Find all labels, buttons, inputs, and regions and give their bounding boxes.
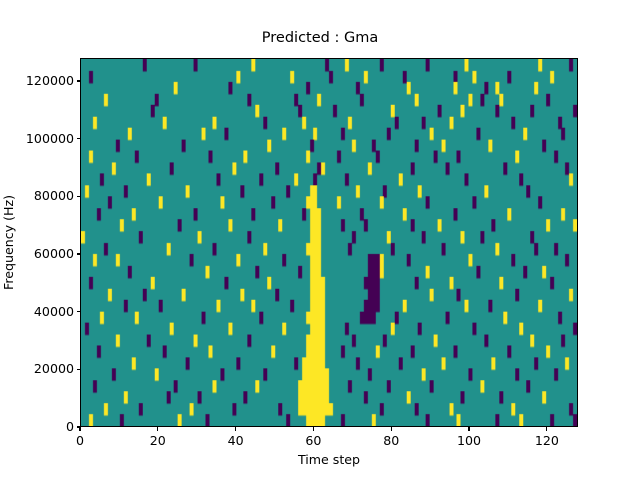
x-tick-label: 60 (305, 433, 322, 448)
chart-title: Predicted : Gma (261, 30, 379, 46)
y-tick-label: 80000 (33, 188, 74, 204)
x-tick-label: 120 (534, 433, 559, 448)
x-tick-label: 80 (383, 433, 400, 448)
x-tick-mark (390, 427, 392, 431)
y-tick-mark (76, 138, 80, 140)
y-tick-label: 120000 (25, 73, 74, 89)
y-tick-label: 0 (65, 419, 74, 434)
y-tick-mark (76, 80, 80, 82)
x-tick-mark (312, 427, 315, 431)
plot-area[interactable] (80, 58, 578, 427)
x-tick-mark (157, 427, 159, 431)
y-axis-label: Frequency (Hz) (0, 58, 16, 427)
x-tick-mark (235, 427, 237, 431)
x-axis-label: Time step (297, 452, 361, 467)
x-tick-mark (468, 427, 470, 431)
x-tick-label: 100 (457, 433, 482, 448)
y-tick-label: 60000 (33, 246, 74, 262)
x-tick-label: 20 (149, 433, 166, 448)
x-tick-label: 0 (75, 433, 84, 448)
y-tick-label: 20000 (33, 361, 74, 377)
x-tick-mark (546, 427, 548, 431)
x-tick-mark (79, 427, 81, 431)
heatmap-image (81, 59, 577, 426)
y-axis-label-text: Frequency (Hz) (0, 195, 16, 290)
y-tick-label: 40000 (33, 303, 74, 319)
x-tick-label: 40 (227, 433, 244, 448)
y-tick-mark (76, 368, 80, 370)
y-tick-mark (76, 426, 80, 428)
y-tick-mark (76, 311, 80, 313)
y-tick-mark (76, 195, 80, 197)
y-tick-mark (76, 253, 80, 255)
y-tick-label: 100000 (25, 130, 74, 146)
